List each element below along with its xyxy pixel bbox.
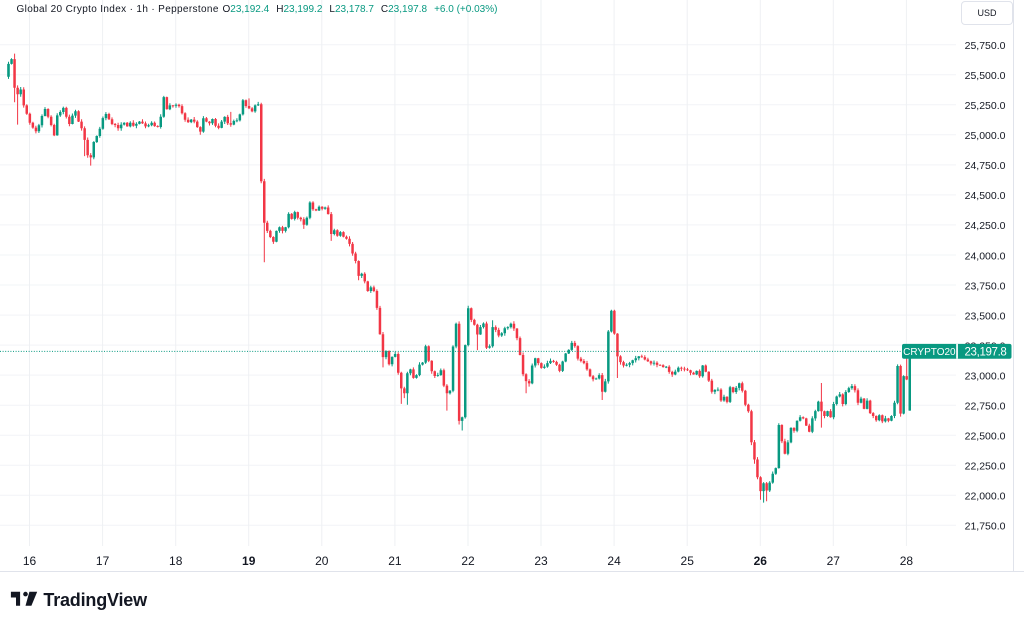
svg-text:24,250.0: 24,250.0: [965, 220, 1006, 232]
svg-text:19: 19: [242, 554, 256, 568]
svg-text:23,750.0: 23,750.0: [965, 280, 1006, 292]
svg-text:22,000.0: 22,000.0: [965, 491, 1006, 503]
svg-text:20: 20: [315, 554, 329, 568]
svg-text:22,500.0: 22,500.0: [965, 431, 1006, 443]
svg-text:25: 25: [681, 554, 695, 568]
svg-text:22,250.0: 22,250.0: [965, 461, 1006, 473]
svg-text:22: 22: [461, 554, 475, 568]
svg-text:23: 23: [534, 554, 548, 568]
svg-text:23,197.8: 23,197.8: [965, 346, 1007, 358]
svg-text:21: 21: [388, 554, 402, 568]
svg-text:26: 26: [754, 554, 768, 568]
svg-text:17: 17: [96, 554, 110, 568]
svg-text:22,750.0: 22,750.0: [965, 401, 1006, 413]
svg-text:23,500.0: 23,500.0: [965, 310, 1006, 322]
svg-text:25,750.0: 25,750.0: [965, 40, 1006, 52]
svg-text:27: 27: [827, 554, 841, 568]
svg-text:TradingView: TradingView: [43, 590, 148, 610]
svg-text:23,000.0: 23,000.0: [965, 370, 1006, 382]
svg-text:16: 16: [23, 554, 37, 568]
svg-text:25,250.0: 25,250.0: [965, 100, 1006, 112]
svg-text:25,000.0: 25,000.0: [965, 130, 1006, 142]
svg-text:25,500.0: 25,500.0: [965, 70, 1006, 82]
svg-text:24,500.0: 24,500.0: [965, 190, 1006, 202]
svg-text:24: 24: [607, 554, 621, 568]
svg-text:24,000.0: 24,000.0: [965, 250, 1006, 262]
svg-text:21,750.0: 21,750.0: [965, 521, 1006, 533]
svg-text:24,750.0: 24,750.0: [965, 160, 1006, 172]
svg-text:18: 18: [169, 554, 183, 568]
svg-text:CRYPTO20: CRYPTO20: [903, 347, 956, 358]
svg-text:28: 28: [900, 554, 914, 568]
